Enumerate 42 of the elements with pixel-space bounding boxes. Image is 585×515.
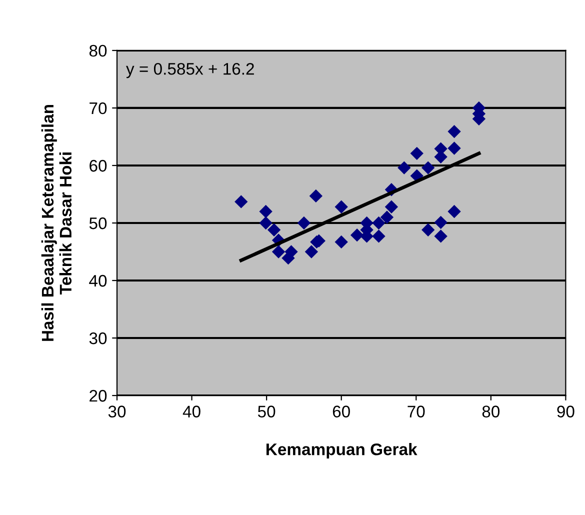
x-tick-label: 50 xyxy=(258,406,276,418)
point xyxy=(398,161,411,174)
point xyxy=(304,245,318,258)
y-axis-title: Hasil Beaalajar Keteramapilan Teknik Dasar Hoki xyxy=(41,104,72,341)
y-tick-label: 70 xyxy=(90,102,107,114)
y-tick-label: 60 xyxy=(90,160,107,172)
y-tick-label: 50 xyxy=(89,217,107,230)
x-tick-label: 30 xyxy=(108,406,126,418)
x-tick-label: 60 xyxy=(332,406,350,418)
point xyxy=(309,189,323,203)
point xyxy=(448,124,461,138)
point xyxy=(259,216,272,230)
point xyxy=(272,245,286,258)
x-tick-label: 90 xyxy=(557,406,574,418)
annotation: y = 0.585x + 16.2 xyxy=(126,62,254,78)
point xyxy=(380,210,394,224)
point xyxy=(350,228,364,242)
point xyxy=(422,161,435,174)
x-tick-label: 40 xyxy=(182,406,200,418)
point xyxy=(434,230,448,243)
y-tick-label: 20 xyxy=(90,390,107,402)
point xyxy=(297,216,311,230)
point xyxy=(372,230,386,243)
point xyxy=(372,216,386,230)
x-tick-label: 80 xyxy=(482,406,500,418)
x-tick-label: 70 xyxy=(408,406,425,418)
point xyxy=(448,142,461,155)
point xyxy=(284,245,298,258)
y-tick-label: 30 xyxy=(89,332,107,344)
point xyxy=(384,200,398,214)
point xyxy=(410,146,424,160)
y-tick-label: 80 xyxy=(89,44,107,57)
point xyxy=(448,204,461,218)
point xyxy=(234,195,248,208)
point xyxy=(422,223,435,236)
x-axis-title: Kemampuan Gerak xyxy=(266,443,418,459)
y-tick-label: 40 xyxy=(89,274,107,287)
point xyxy=(334,200,348,214)
point xyxy=(434,216,448,230)
point xyxy=(267,223,281,236)
point xyxy=(334,235,348,249)
point xyxy=(259,204,272,218)
